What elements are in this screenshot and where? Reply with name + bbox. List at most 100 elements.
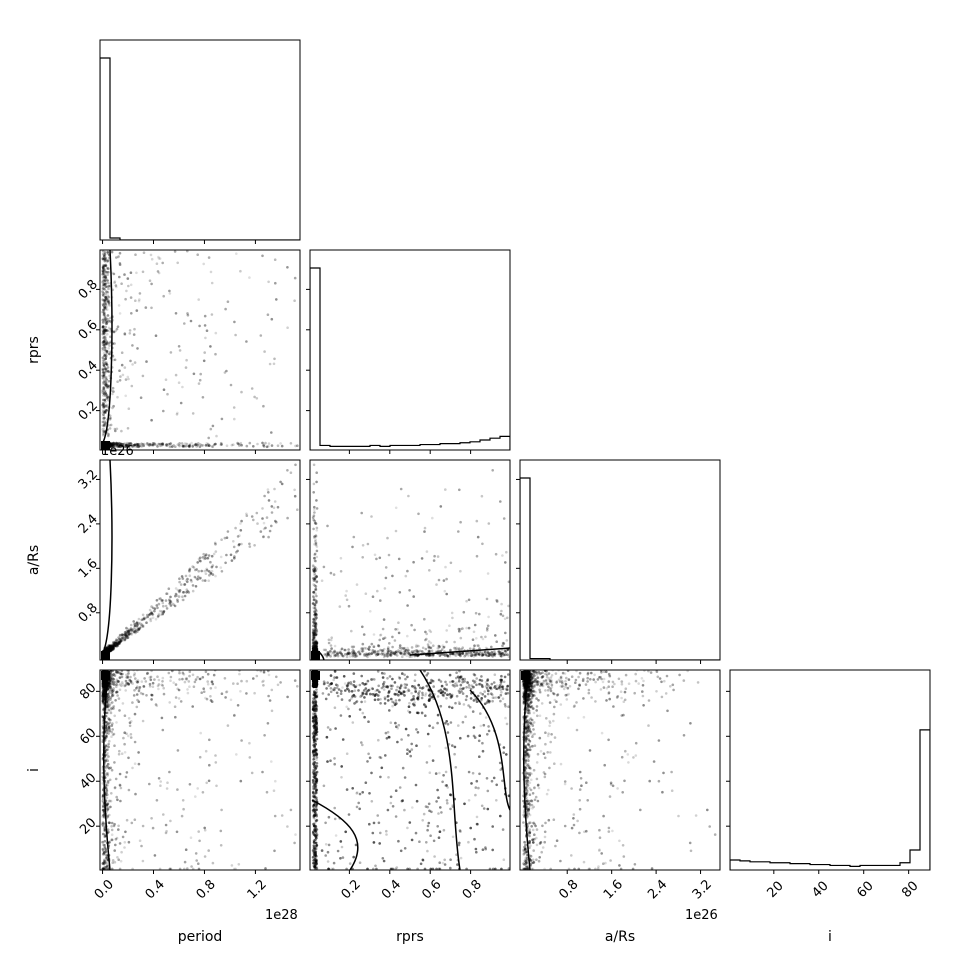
sample-point <box>123 743 126 746</box>
sample-point <box>196 253 199 256</box>
sample-point <box>437 555 440 558</box>
sample-point <box>180 402 183 405</box>
sample-point <box>326 525 329 528</box>
sample-point <box>102 413 105 416</box>
sample-point <box>431 517 434 520</box>
sample-point <box>203 690 206 693</box>
sample-point <box>334 645 337 648</box>
sample-point <box>399 644 402 647</box>
sample-point <box>315 618 318 621</box>
sample-point <box>436 647 439 650</box>
sample-point <box>126 771 129 774</box>
sample-point <box>313 514 316 517</box>
panel-content <box>100 58 300 240</box>
sample-point <box>355 653 358 656</box>
sample-point <box>116 799 119 802</box>
sample-point <box>125 674 128 677</box>
sample-point <box>177 589 180 592</box>
sample-point <box>207 444 210 447</box>
sample-point <box>195 568 198 571</box>
sample-point <box>134 677 137 680</box>
sample-point <box>104 326 107 329</box>
sample-point <box>111 648 114 651</box>
sample-point <box>233 406 236 409</box>
sample-point <box>211 445 214 448</box>
sample-point <box>191 705 194 708</box>
sample-point <box>451 617 454 620</box>
sample-point <box>502 615 505 618</box>
sample-point <box>263 350 266 353</box>
sample-point <box>122 374 125 377</box>
sample-point <box>111 393 114 396</box>
sample-point <box>121 676 124 679</box>
sample-point <box>251 515 254 518</box>
sample-point <box>150 694 153 697</box>
sample-point <box>101 281 104 284</box>
sample-point <box>271 318 274 321</box>
sample-point <box>157 688 160 691</box>
sample-point <box>106 796 109 799</box>
sample-point <box>481 654 484 657</box>
sample-point <box>215 785 218 788</box>
sample-point <box>174 716 177 719</box>
sample-point <box>388 653 391 656</box>
sample-point <box>475 637 478 640</box>
sample-point <box>152 685 155 688</box>
sample-point <box>290 471 293 474</box>
axes-frame <box>520 460 720 660</box>
sample-point <box>122 836 125 839</box>
sample-point <box>267 695 270 698</box>
sample-point <box>361 647 364 650</box>
sample-point <box>500 610 503 613</box>
sample-point <box>124 689 127 692</box>
sample-point <box>107 267 110 270</box>
sample-point <box>267 281 270 284</box>
sample-point <box>108 821 111 824</box>
sample-point <box>207 557 210 560</box>
sample-point <box>356 583 359 586</box>
sample-point <box>453 641 456 644</box>
sample-point <box>313 511 316 514</box>
sample-point <box>131 344 134 347</box>
sample-point <box>379 599 382 602</box>
sample-point <box>117 325 120 328</box>
sample-point <box>105 297 108 300</box>
sample-point <box>102 349 105 352</box>
sample-point <box>427 643 430 646</box>
sample-point <box>425 633 428 636</box>
sample-point <box>498 651 501 654</box>
sample-point <box>215 435 218 438</box>
sample-point <box>274 282 277 285</box>
sample-point <box>162 443 165 446</box>
sample-point <box>107 743 110 746</box>
sample-point <box>142 860 145 863</box>
sample-point <box>150 254 153 257</box>
panel-rprs-vs-period: 0.20.40.60.8 <box>76 250 300 454</box>
sample-point <box>165 443 168 446</box>
sample-point <box>263 528 266 531</box>
sample-point <box>130 733 133 736</box>
sample-point <box>316 507 319 510</box>
sample-point <box>315 542 318 545</box>
sample-point <box>117 825 120 828</box>
sample-point <box>400 649 403 652</box>
sample-point <box>347 648 350 651</box>
sample-point <box>109 779 112 782</box>
sample-point <box>165 378 168 381</box>
sample-point <box>119 379 122 382</box>
sample-point <box>188 685 191 688</box>
sample-point <box>196 561 199 564</box>
sample-point <box>313 464 316 467</box>
sample-point <box>220 566 223 569</box>
sample-point <box>433 559 436 562</box>
sample-point <box>491 655 494 658</box>
sample-point <box>131 822 134 825</box>
sample-point <box>286 517 289 520</box>
sample-point <box>484 636 487 639</box>
sample-point <box>453 647 456 650</box>
sample-point <box>202 553 205 556</box>
sample-point <box>198 840 201 843</box>
sample-point <box>128 717 131 720</box>
sample-point <box>157 616 160 619</box>
